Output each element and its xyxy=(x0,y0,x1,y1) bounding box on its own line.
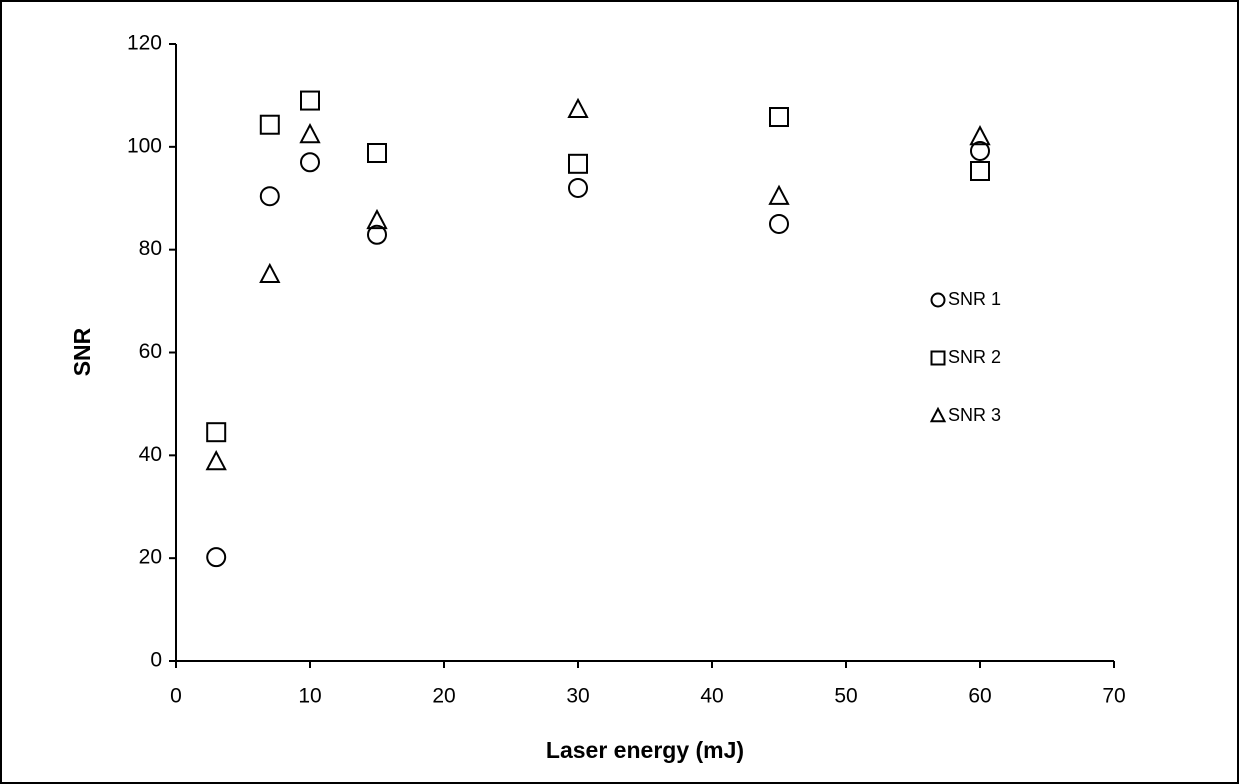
y-axis-title: SNR xyxy=(69,327,95,376)
x-tick-label: 50 xyxy=(834,685,857,708)
data-point xyxy=(259,114,280,135)
data-point xyxy=(299,122,321,144)
data-point xyxy=(568,153,588,174)
data-point xyxy=(300,152,320,173)
legend-label: SNR 2 xyxy=(948,347,1001,367)
data-point xyxy=(206,422,227,443)
data-point xyxy=(769,107,789,128)
data-point xyxy=(300,90,320,111)
x-tick-label: 0 xyxy=(170,685,182,708)
y-tick-label: 0 xyxy=(150,649,162,672)
y-tick-label: 120 xyxy=(127,32,162,55)
data-point xyxy=(769,213,789,234)
x-tick-label: 20 xyxy=(432,685,455,708)
data-point xyxy=(259,186,280,207)
data-point xyxy=(768,184,790,205)
data-point xyxy=(970,140,990,161)
x-tick-label: 40 xyxy=(700,685,723,708)
data-point xyxy=(367,224,387,245)
legend-marker xyxy=(929,406,947,423)
x-tick-label: 30 xyxy=(566,685,589,708)
legend-label: SNR 3 xyxy=(948,405,1001,425)
data-point xyxy=(567,97,589,119)
x-tick-label: 70 xyxy=(1102,685,1125,708)
data-point xyxy=(969,125,991,146)
legend-label: SNR 1 xyxy=(948,289,1001,309)
y-tick-label: 40 xyxy=(139,443,162,466)
x-tick-label: 60 xyxy=(968,685,991,708)
y-tick-label: 80 xyxy=(139,237,162,260)
data-point xyxy=(366,208,388,230)
data-point xyxy=(970,160,990,181)
x-tick-label: 10 xyxy=(298,685,321,708)
legend-marker xyxy=(930,292,946,308)
y-tick-label: 100 xyxy=(127,134,162,157)
data-point xyxy=(259,262,281,284)
data-point xyxy=(367,143,387,164)
data-point xyxy=(205,449,227,471)
data-point xyxy=(206,547,227,568)
legend-marker xyxy=(930,350,946,366)
y-tick-label: 60 xyxy=(139,340,162,363)
data-point xyxy=(568,177,588,198)
y-tick-label: 20 xyxy=(139,546,162,569)
x-axis-title: Laser energy (mJ) xyxy=(546,737,744,763)
